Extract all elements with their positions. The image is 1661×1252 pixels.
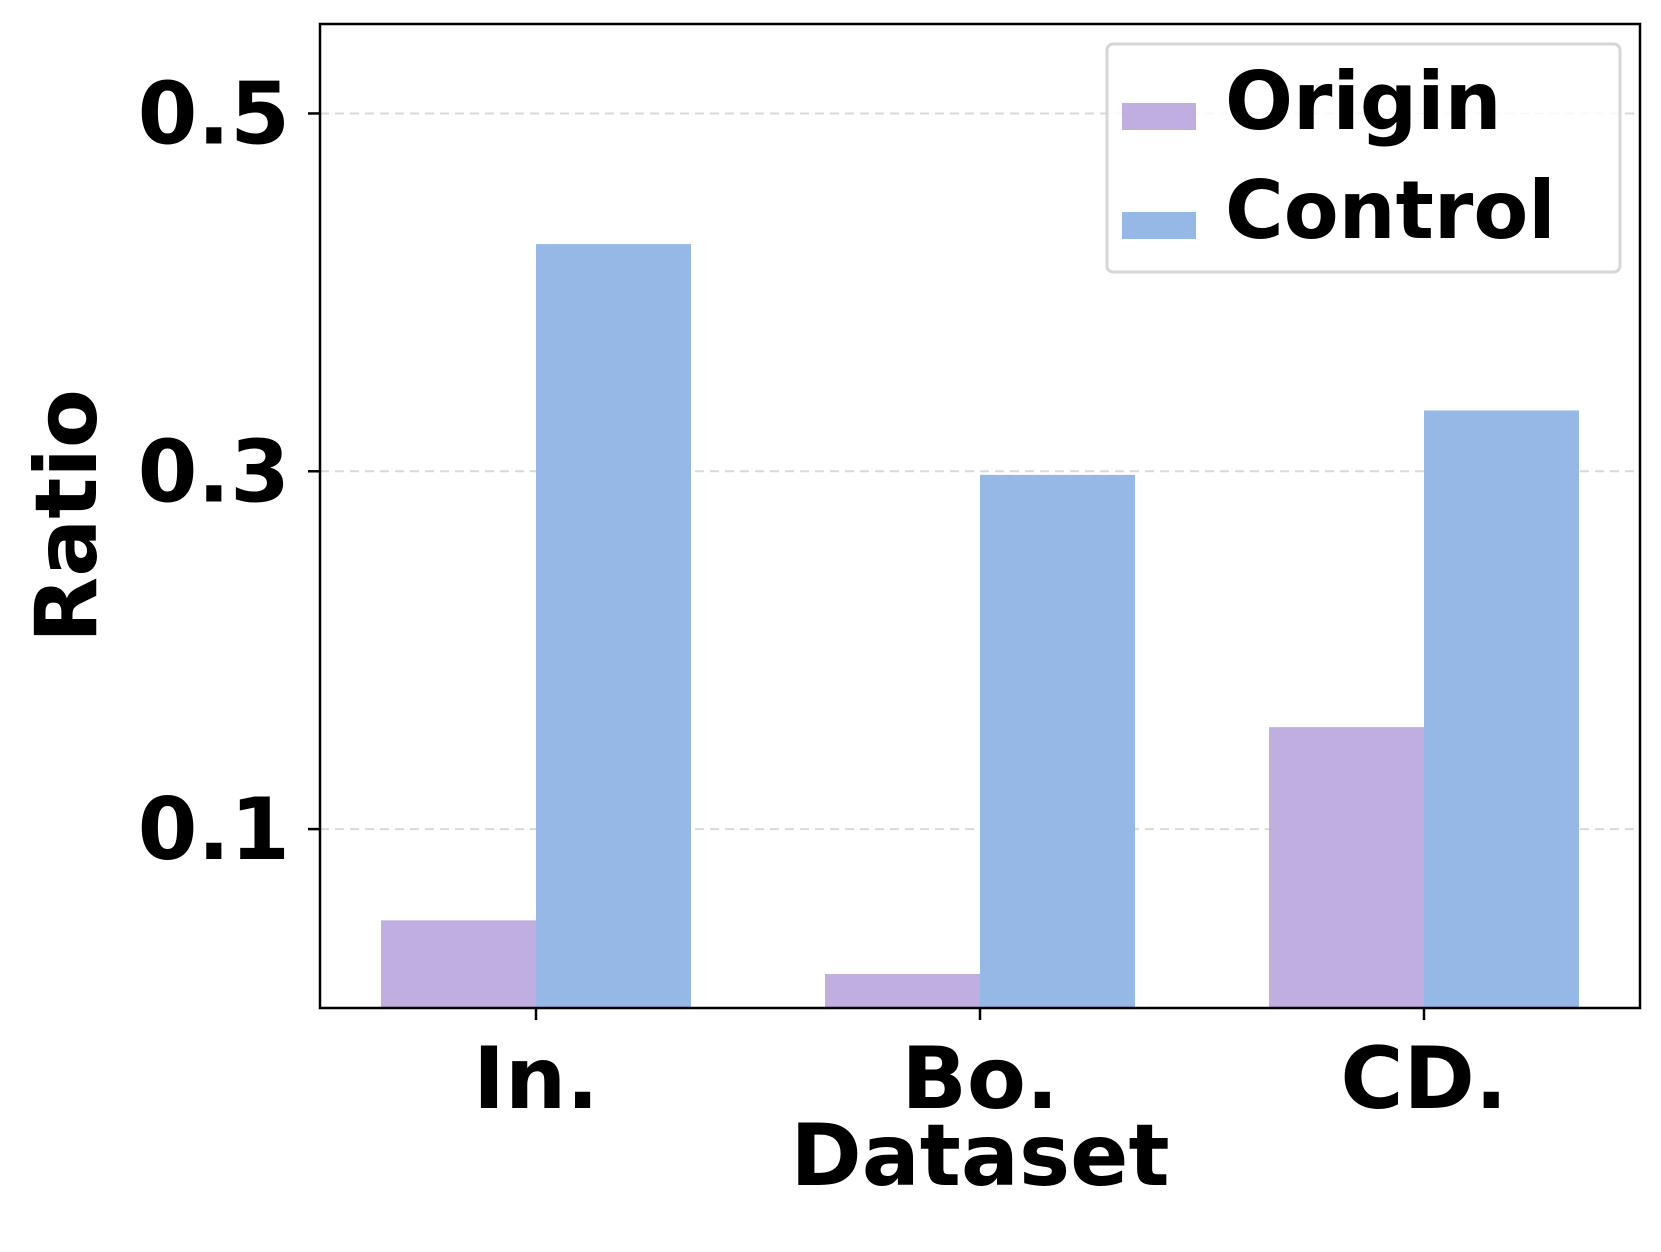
bar-origin-2 bbox=[1269, 727, 1424, 1008]
y-tick-label: 0.3 bbox=[138, 422, 290, 522]
y-axis: 0.1 0.3 0.5 bbox=[138, 64, 320, 880]
y-tick-label: 0.5 bbox=[138, 64, 290, 164]
legend-frame bbox=[1105, 42, 1622, 274]
x-tick-label: CD. bbox=[1340, 1029, 1507, 1129]
legend-label-control: Control bbox=[1225, 164, 1556, 257]
x-tick-label: In. bbox=[473, 1029, 599, 1129]
y-axis-label: Ratio bbox=[17, 389, 117, 643]
legend-label-origin: Origin bbox=[1225, 55, 1502, 148]
bars bbox=[381, 244, 1579, 1009]
legend: Origin Control bbox=[1105, 42, 1622, 274]
bar-control-2 bbox=[1424, 410, 1579, 1009]
bar-control-1 bbox=[980, 474, 1135, 1008]
legend-swatch-control bbox=[1122, 212, 1196, 239]
bar-control-0 bbox=[536, 244, 691, 1009]
x-tick-label: Bo. bbox=[901, 1029, 1058, 1129]
x-axis-label: Dataset bbox=[790, 1106, 1169, 1206]
bar-origin-0 bbox=[381, 920, 536, 1008]
y-tick-label: 0.1 bbox=[138, 780, 290, 880]
bar-origin-1 bbox=[825, 974, 980, 1008]
x-axis: In. Bo. CD. bbox=[473, 1008, 1508, 1129]
legend-swatch-origin bbox=[1122, 103, 1196, 130]
